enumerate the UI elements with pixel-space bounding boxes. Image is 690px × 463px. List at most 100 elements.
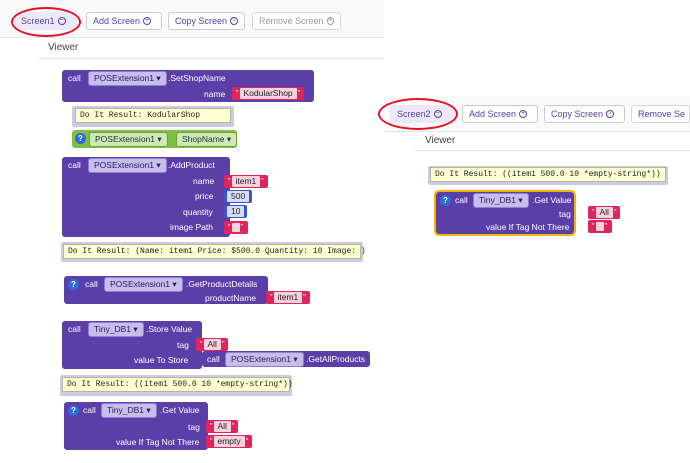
viewer-divider xyxy=(414,150,690,151)
add-screen-label: Add Screen xyxy=(93,16,141,26)
copy-screen-button[interactable]: Copy Screen › xyxy=(544,105,625,123)
component-name: POSExtension1 xyxy=(231,354,292,364)
do-it-result-comment: Do It Result: ((item1 500.0 10 *empty-st… xyxy=(62,377,293,392)
add-product-block[interactable]: call POSExtension1 ▾ .AddProduct name pr… xyxy=(62,157,230,237)
add-circle-icon: + xyxy=(519,110,528,118)
copy-screen-button[interactable]: Copy Screen › xyxy=(168,12,245,30)
get-value-block[interactable]: ? call Tiny_DB1 ▾ .Get Value tag value I… xyxy=(64,402,208,450)
remove-screen-button[interactable]: Remove Se xyxy=(631,105,690,123)
do-it-result-comment: Do It Result: KodularShop xyxy=(75,108,231,123)
param-label: quantity xyxy=(183,207,213,217)
text-value: item1 xyxy=(231,176,261,187)
number-block-quantity[interactable]: 10 xyxy=(224,205,248,218)
text-block-shopname[interactable]: " KodularShop " xyxy=(232,87,305,100)
component-dropdown[interactable]: POSExtension1 ▾ xyxy=(104,277,183,292)
remove-circle-icon: × xyxy=(326,17,334,25)
remove-screen-label: Remove Screen xyxy=(259,16,324,26)
remove-screen-label: Remove Se xyxy=(638,109,686,119)
param-label: price xyxy=(195,191,214,201)
help-question-icon: ? xyxy=(75,133,86,144)
text-block-default[interactable]: " empty " xyxy=(206,435,253,448)
call-keyword: call xyxy=(68,160,81,170)
call-keyword: call xyxy=(85,279,98,289)
component-name: POSExtension1 xyxy=(94,160,155,170)
text-value: item1 xyxy=(273,292,303,303)
call-keyword: call xyxy=(68,73,81,83)
viewer-label: Viewer xyxy=(425,135,456,146)
text-value xyxy=(595,222,604,231)
do-it-result-comment: Do It Result: (Name: item1 Price: $500.0… xyxy=(63,244,366,259)
call-keyword: call xyxy=(455,195,468,205)
copy-icon: › xyxy=(230,17,238,25)
do-it-result-comment: Do It Result: ((item1 500.0 10 *empty-st… xyxy=(430,167,666,182)
text-block-default[interactable]: " " xyxy=(588,220,612,233)
component-dropdown[interactable]: Tiny_DB1 ▾ xyxy=(473,193,529,208)
call-keyword: call xyxy=(207,354,220,364)
text-value: empty xyxy=(213,436,245,447)
text-value: KodularShop xyxy=(239,88,297,99)
text-block-tag[interactable]: " All " xyxy=(588,206,621,219)
add-circle-icon: + xyxy=(143,17,152,25)
text-block-image[interactable]: " " xyxy=(224,221,248,234)
component-dropdown[interactable]: POSExtension1 ▾ xyxy=(225,352,304,367)
param-label: tag xyxy=(177,340,189,350)
text-block-tag[interactable]: " All " xyxy=(206,420,239,433)
getter-component[interactable]: POSExtension1 ▾ xyxy=(89,132,168,147)
text-value: All xyxy=(213,421,231,432)
store-value-block[interactable]: call Tiny_DB1 ▾ .Store Value tag value T… xyxy=(62,321,202,369)
getter-component-name: POSExtension1 xyxy=(95,134,156,144)
method-name: .SetShopName xyxy=(168,73,226,83)
help-question-icon: ? xyxy=(68,279,79,290)
param-label: value To Store xyxy=(134,355,189,365)
viewer-label: Viewer xyxy=(48,42,79,53)
help-question-icon: ? xyxy=(440,195,451,206)
get-value-block-selected[interactable]: ? call Tiny_DB1 ▾ .Get Value tag value I… xyxy=(434,190,576,236)
text-value: All xyxy=(595,207,613,218)
highlight-ellipse xyxy=(378,98,458,130)
component-name: POSExtension1 xyxy=(110,279,171,289)
remove-screen-button[interactable]: Remove Screen × xyxy=(252,12,341,30)
param-label: name xyxy=(193,176,215,186)
text-block-productname[interactable]: " item1 " xyxy=(266,291,310,304)
highlight-ellipse xyxy=(11,7,81,37)
component-dropdown[interactable]: Tiny_DB1 ▾ xyxy=(101,403,157,418)
method-name: .Store Value xyxy=(146,324,193,334)
param-label: tag xyxy=(188,422,200,432)
param-label: value If Tag Not There xyxy=(116,437,200,447)
component-name: Tiny_DB1 xyxy=(94,324,132,334)
text-value xyxy=(231,223,240,232)
component-dropdown[interactable]: Tiny_DB1 ▾ xyxy=(88,322,144,337)
copy-screen-label: Copy Screen xyxy=(175,16,228,26)
number-value: 500 xyxy=(227,191,250,202)
help-question-icon: ? xyxy=(68,405,79,416)
number-block-price[interactable]: 500 xyxy=(224,190,253,203)
number-value: 10 xyxy=(227,206,245,217)
get-product-details-block[interactable]: ? call POSExtension1 ▾ .GetProductDetail… xyxy=(64,276,268,304)
component-dropdown[interactable]: POSExtension1 ▾ xyxy=(88,71,167,86)
method-name: .Get Value xyxy=(532,195,572,205)
screen2-pane: Screen2 − Add Screen + Copy Screen › Rem… xyxy=(378,96,690,463)
param-label: value If Tag Not There xyxy=(486,222,570,232)
param-label: name xyxy=(204,89,226,99)
component-name: Tiny_DB1 xyxy=(107,405,145,415)
component-name: Tiny_DB1 xyxy=(479,195,517,205)
method-name: .Get Value xyxy=(160,405,200,415)
copy-icon: › xyxy=(606,110,615,118)
call-keyword: call xyxy=(83,405,96,415)
method-name: .GetAllProducts xyxy=(306,354,366,364)
text-block-tag[interactable]: " All " xyxy=(196,338,229,351)
get-all-products-block[interactable]: call POSExtension1 ▾ .GetAllProducts xyxy=(202,351,370,367)
add-screen-button[interactable]: Add Screen + xyxy=(462,105,538,123)
viewer-divider xyxy=(38,58,384,59)
add-screen-button[interactable]: Add Screen + xyxy=(86,12,162,30)
shop-name-getter-block[interactable]: ? POSExtension1 ▾ ShopName ▾ xyxy=(72,130,238,148)
getter-property[interactable]: ShopName ▾ xyxy=(176,132,238,147)
param-label: tag xyxy=(559,209,571,219)
method-name: .GetProductDetails xyxy=(186,279,258,289)
text-block-name[interactable]: " item1 " xyxy=(224,175,268,188)
component-dropdown[interactable]: POSExtension1 ▾ xyxy=(88,158,167,173)
call-keyword: call xyxy=(68,324,81,334)
add-screen-label: Add Screen xyxy=(469,109,517,119)
param-label: productName xyxy=(205,293,257,303)
